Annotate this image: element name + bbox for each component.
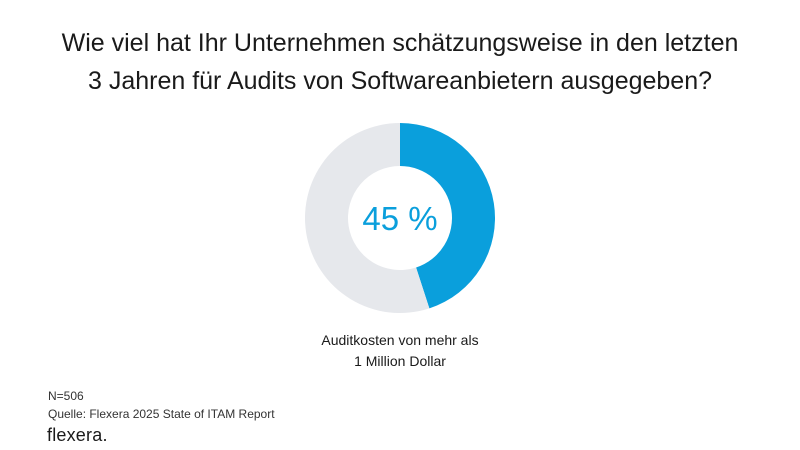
chart-title-line-2: 3 Jahren für Audits von Softwareanbieter… [87, 67, 713, 95]
sample-size: N=506 [48, 389, 84, 403]
source-note: Quelle: Flexera 2025 State of ITAM Repor… [48, 407, 275, 421]
donut-slice-remainder [304, 123, 430, 313]
donut-chart: 45 % [304, 123, 495, 313]
logo-text: flexera [47, 425, 103, 445]
chart-title-line-1: Wie viel hat Ihr Unternehmen schätzungsw… [61, 29, 739, 57]
chart-title: Wie viel hat Ihr Unternehmen schätzungsw… [0, 24, 800, 100]
slice-caption: Auditkosten von mehr als 1 Million Dolla… [250, 330, 550, 372]
slice-caption-line-2: 1 Million Dollar [354, 353, 446, 369]
donut-slice-highlight [400, 123, 495, 309]
logo-dot: . [102, 425, 108, 445]
donut-slices [304, 123, 495, 313]
flexera-logo: flexera. [47, 424, 108, 446]
slice-caption-line-1: Auditkosten von mehr als [321, 332, 479, 348]
donut-center-label: 45 % [362, 200, 437, 237]
